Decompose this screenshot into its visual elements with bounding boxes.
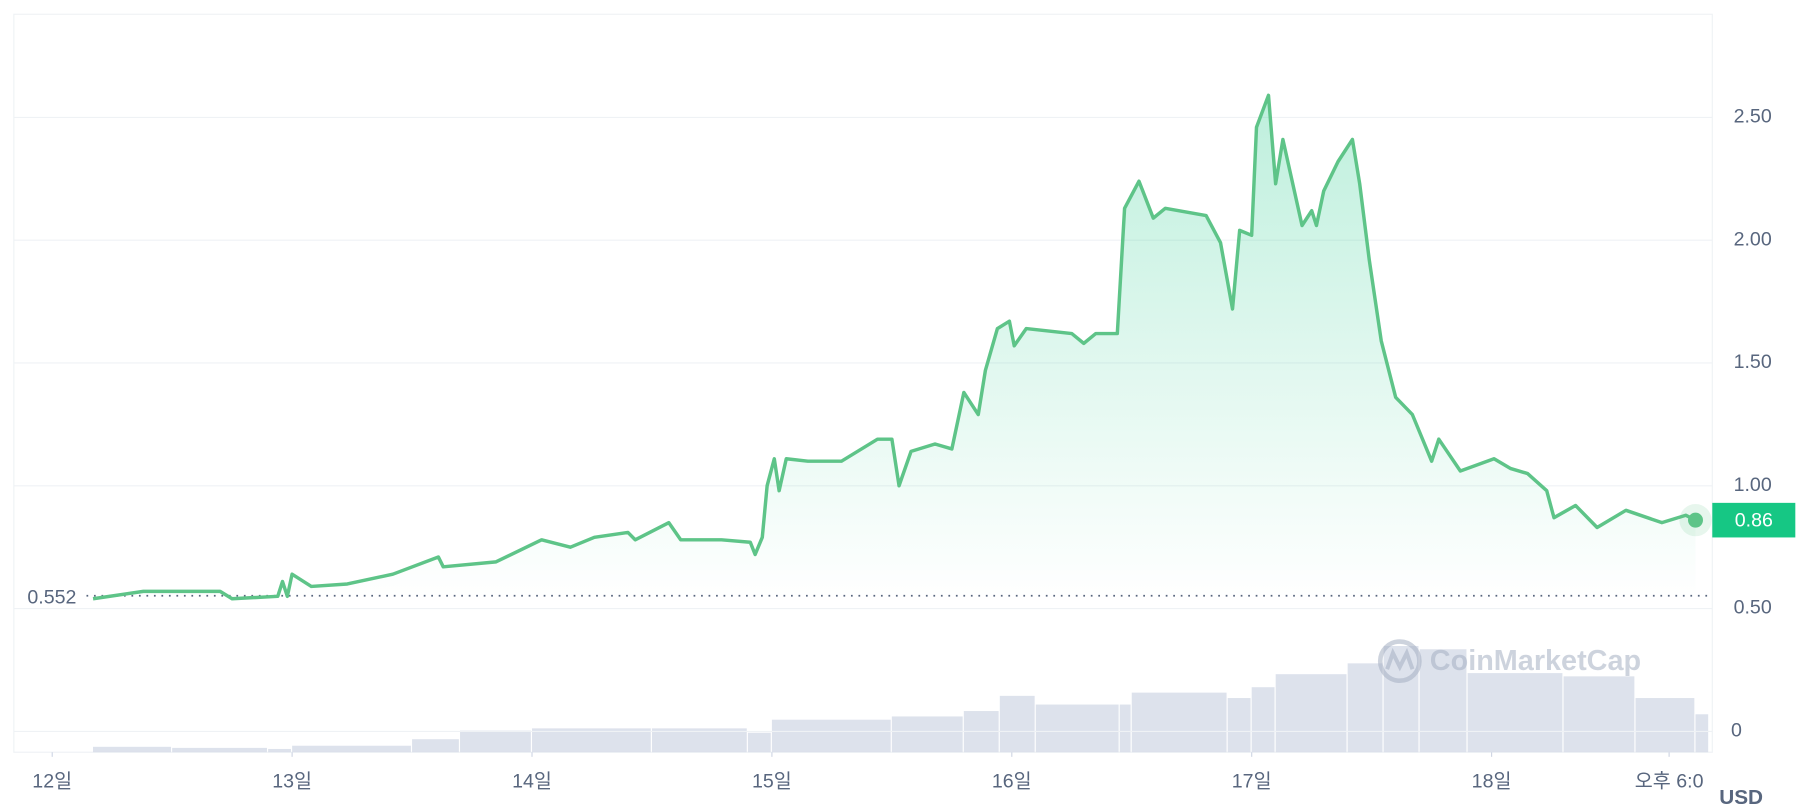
volume-bar bbox=[460, 730, 531, 753]
volume-bar bbox=[268, 748, 291, 753]
y-tick-label: 0.50 bbox=[1734, 597, 1772, 619]
x-tick-label: 16일 bbox=[992, 770, 1032, 792]
volume-bar bbox=[1695, 714, 1709, 753]
volume-bar bbox=[1275, 674, 1347, 753]
watermark-text: CoinMarketCap bbox=[1430, 645, 1641, 677]
y-tick-label: 2.00 bbox=[1734, 228, 1772, 250]
volume-bar bbox=[1419, 649, 1467, 753]
y-tick-label: 2.50 bbox=[1734, 106, 1772, 128]
volume-bar bbox=[292, 745, 411, 753]
x-tick-label: 13일 bbox=[272, 770, 312, 792]
x-tick-label: 오후 6:0 bbox=[1635, 770, 1704, 792]
volume-bar bbox=[747, 732, 771, 753]
x-tick-label: 14일 bbox=[512, 770, 552, 792]
volume-bar bbox=[1251, 687, 1275, 753]
volume-bar bbox=[532, 728, 651, 753]
y-tick-label: 1.00 bbox=[1734, 474, 1772, 496]
volume-bar bbox=[93, 746, 172, 753]
x-tick-label: 18일 bbox=[1472, 770, 1512, 792]
volume-bar bbox=[1467, 673, 1563, 753]
price-line bbox=[92, 93, 1697, 601]
price-layer: 0.552 0.86 bbox=[27, 93, 1796, 608]
volume-bar bbox=[1131, 692, 1227, 753]
volume-bar bbox=[1635, 698, 1695, 753]
volume-bar bbox=[1227, 698, 1251, 753]
volume-bar bbox=[1119, 704, 1131, 753]
area-fill bbox=[93, 95, 1696, 599]
volume-bar bbox=[771, 719, 891, 753]
currency-label: USD bbox=[1719, 786, 1763, 808]
volume-bar bbox=[412, 739, 459, 753]
volume-bar bbox=[172, 747, 267, 753]
plot-frame bbox=[13, 13, 1713, 753]
price-badge bbox=[1712, 502, 1796, 538]
y2-tick-label: 0 bbox=[1731, 720, 1742, 742]
x-tick-label: 12일 bbox=[32, 770, 72, 792]
reference-label: 0.552 bbox=[27, 586, 76, 608]
x-tick-label: 17일 bbox=[1232, 770, 1272, 792]
volume-bar bbox=[999, 695, 1035, 753]
watermark: CoinMarketCap bbox=[1377, 639, 1641, 684]
volume-bar bbox=[1035, 704, 1119, 753]
volume-bar bbox=[651, 728, 747, 753]
x-tick-label: 15일 bbox=[752, 770, 792, 792]
volume-bar bbox=[1347, 663, 1383, 753]
volume-bar bbox=[891, 716, 963, 753]
last-point bbox=[1688, 512, 1703, 528]
volume-bar bbox=[1563, 676, 1635, 753]
price-badge-label: 0.86 bbox=[1735, 509, 1773, 531]
y-tick-label: 1.50 bbox=[1734, 351, 1772, 373]
volume-layer bbox=[93, 646, 1709, 753]
